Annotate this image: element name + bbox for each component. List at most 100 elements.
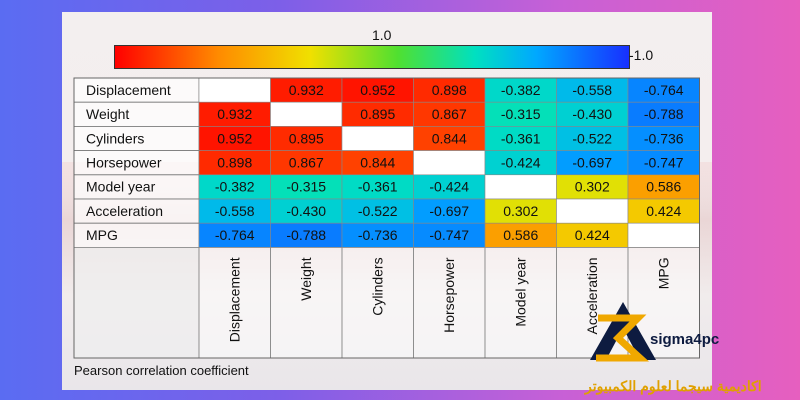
cell-value: -0.558 bbox=[572, 82, 612, 98]
column-label: Displacement bbox=[227, 257, 243, 342]
cell-value: 0.867 bbox=[432, 106, 467, 122]
cell-value: 0.867 bbox=[289, 155, 324, 171]
cell-value: -0.747 bbox=[644, 155, 684, 171]
correlation-matrix: Displacement 0.932 0.952 0.898 -0.382 -0.558 -… bbox=[73, 77, 700, 359]
heatmap-cell bbox=[484, 77, 557, 103]
column-header-cell bbox=[341, 246, 414, 359]
cell-value: 0.895 bbox=[360, 106, 395, 122]
watermark-brand: sigma4pc bbox=[650, 331, 720, 348]
diagonal-cell bbox=[198, 77, 271, 103]
heatmap-cell bbox=[556, 101, 629, 127]
cell-value: 0.424 bbox=[575, 227, 610, 243]
chart-caption: Pearson correlation coefficient bbox=[74, 363, 249, 378]
heatmap-cell bbox=[484, 198, 557, 224]
cell-value: 0.952 bbox=[360, 82, 395, 98]
heatmap-cell bbox=[413, 77, 486, 103]
diagonal-cell bbox=[556, 198, 629, 224]
heatmap-cell bbox=[270, 126, 343, 151]
cell-value: -0.315 bbox=[286, 179, 326, 195]
heatmap-cell bbox=[627, 198, 700, 224]
header-corner-cell bbox=[73, 246, 200, 359]
heatmap-cell bbox=[270, 174, 343, 200]
cell-value: -0.430 bbox=[286, 203, 326, 219]
column-label: Acceleration bbox=[584, 257, 600, 334]
cell-value: -0.764 bbox=[644, 82, 684, 98]
cell-value: 0.932 bbox=[289, 82, 324, 98]
diagonal-cell bbox=[627, 222, 700, 248]
column-label: Horsepower bbox=[441, 257, 457, 333]
cell-value: -0.788 bbox=[286, 227, 326, 243]
cell-value: -0.424 bbox=[429, 179, 469, 195]
heatmap-cell bbox=[556, 150, 629, 176]
cell-value: 0.952 bbox=[217, 130, 252, 146]
cell-value: -0.697 bbox=[429, 203, 469, 219]
cell-value: -0.382 bbox=[501, 82, 541, 98]
cell-value: 0.586 bbox=[503, 227, 538, 243]
cell-value: -0.361 bbox=[358, 179, 398, 195]
cell-value: -0.424 bbox=[501, 155, 541, 171]
heatmap-cell bbox=[413, 174, 486, 200]
cell-value: -0.361 bbox=[501, 130, 541, 146]
sigma4pc-logo-icon bbox=[590, 302, 656, 362]
cell-value: -0.558 bbox=[215, 203, 255, 219]
cell-value: -0.788 bbox=[644, 106, 684, 122]
cell-value: -0.747 bbox=[429, 227, 469, 243]
heatmap-cell bbox=[556, 77, 629, 103]
row-label: Horsepower bbox=[86, 155, 162, 171]
heatmap-cell bbox=[198, 198, 271, 224]
cell-value: 0.844 bbox=[432, 130, 467, 146]
column-label: Weight bbox=[298, 257, 314, 300]
cell-value: 0.302 bbox=[575, 179, 610, 195]
column-label: Cylinders bbox=[370, 257, 386, 315]
cell-value: 0.586 bbox=[646, 179, 681, 195]
row-label: Acceleration bbox=[86, 203, 163, 219]
colorscale-min-label: -1.0 bbox=[629, 47, 654, 63]
cell-value: -0.315 bbox=[501, 106, 541, 122]
heatmap-cell bbox=[627, 77, 700, 103]
heatmap-cell bbox=[627, 101, 700, 127]
colorscale-bar bbox=[114, 45, 630, 69]
heatmap-cell bbox=[627, 126, 700, 151]
row-label: Model year bbox=[86, 179, 156, 195]
cell-value: 0.932 bbox=[217, 106, 252, 122]
cell-value: 0.898 bbox=[217, 155, 252, 171]
cell-value: 0.424 bbox=[646, 203, 681, 219]
diagonal-cell bbox=[413, 150, 486, 176]
cell-value: -0.736 bbox=[644, 130, 684, 146]
row-label: Weight bbox=[86, 106, 129, 122]
heatmap-cell bbox=[413, 198, 486, 224]
row-label: Cylinders bbox=[86, 130, 144, 146]
cell-value: 0.844 bbox=[360, 155, 395, 171]
heatmap-cell bbox=[484, 222, 557, 248]
cell-value: -0.430 bbox=[572, 106, 612, 122]
colorscale-max-label: 1.0 bbox=[372, 27, 392, 43]
cell-value: -0.522 bbox=[572, 130, 612, 146]
watermark-arabic-text: اكاديمية سيجما لعلوم الكمبيوتر bbox=[585, 378, 762, 394]
cell-value: -0.697 bbox=[572, 155, 612, 171]
matrix-border bbox=[73, 77, 700, 359]
heatmap-cell bbox=[341, 222, 414, 248]
diagonal-cell bbox=[270, 101, 343, 127]
chart-card: 1.0 -1.0 Displacement 0.932 0.952 0.898 -0.3… bbox=[62, 12, 712, 390]
heatmap-cell bbox=[270, 222, 343, 248]
row-label-cell bbox=[73, 198, 200, 224]
heatmap-cell bbox=[413, 126, 486, 151]
cell-value: 0.898 bbox=[432, 82, 467, 98]
cell-value: 0.895 bbox=[289, 130, 324, 146]
row-label: Displacement bbox=[86, 82, 171, 98]
heatmap-cell bbox=[556, 174, 629, 200]
cell-value: -0.764 bbox=[215, 227, 255, 243]
heatmap-cell bbox=[413, 101, 486, 127]
heatmap-cell bbox=[556, 222, 629, 248]
cell-value: -0.522 bbox=[358, 203, 398, 219]
row-label: MPG bbox=[86, 227, 118, 243]
row-label-cell bbox=[73, 101, 200, 127]
cell-value: 0.302 bbox=[503, 203, 538, 219]
column-header-cell bbox=[198, 246, 271, 359]
diagonal-cell bbox=[484, 174, 557, 200]
heatmap-cell bbox=[198, 174, 271, 200]
cell-value: -0.736 bbox=[358, 227, 398, 243]
column-label: Model year bbox=[513, 257, 529, 327]
heatmap-cell bbox=[270, 150, 343, 176]
diagonal-cell bbox=[341, 126, 414, 151]
